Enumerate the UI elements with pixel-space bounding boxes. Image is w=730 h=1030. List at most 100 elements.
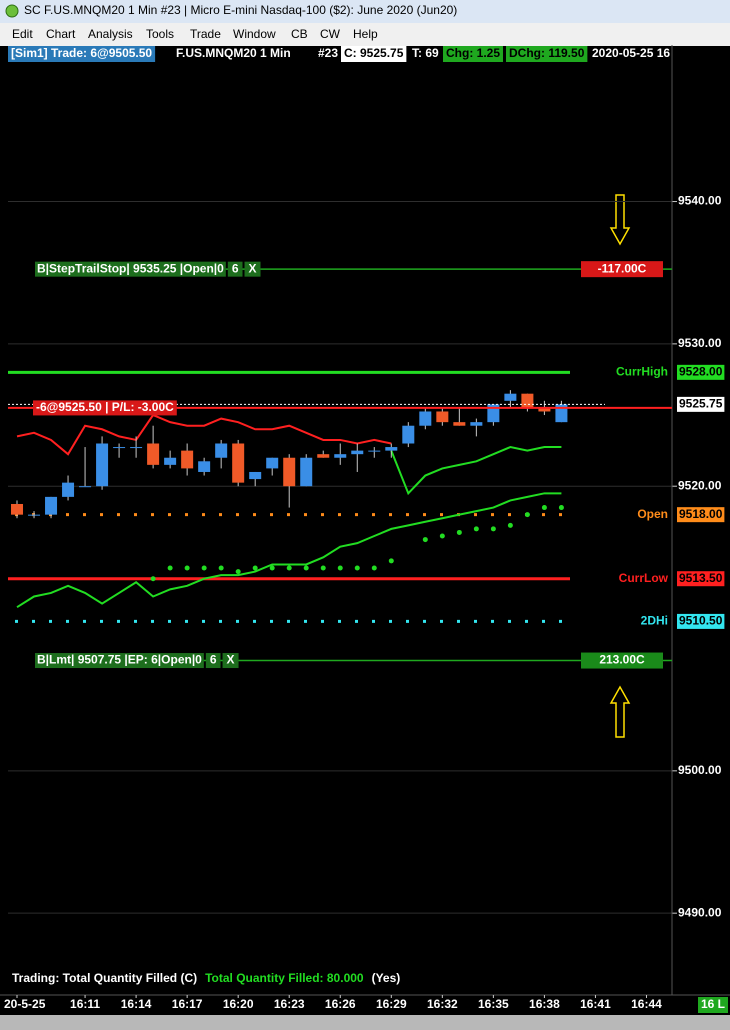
menu-bar [0, 23, 730, 46]
menu-item[interactable]: CW [320, 27, 341, 41]
status-text: (Yes) [372, 971, 401, 985]
order-qty-box [227, 261, 243, 277]
x-tick-label: 16:38 [529, 997, 560, 1011]
y-tick-label: 9520.00 [678, 478, 722, 492]
indicator-dot [490, 526, 496, 532]
menu-item[interactable]: Edit [12, 27, 33, 41]
level-value: 9518.00 [679, 507, 723, 521]
change-box [443, 46, 504, 62]
indicator-dot [507, 522, 513, 528]
order-label-box [35, 653, 204, 669]
close-price-box [341, 46, 407, 62]
candle-body [470, 422, 483, 426]
status-text: Total Quantity Filled: 80.000 [205, 971, 364, 985]
level-value: 9510.50 [679, 614, 723, 628]
indicator-dot [541, 505, 547, 511]
corner-box [698, 997, 728, 1013]
tick-count: T: 69 [412, 46, 439, 60]
candle-body [334, 454, 347, 458]
indicator-dot [286, 565, 292, 571]
x-tick-label: 16:41 [580, 997, 611, 1011]
level-value-box [677, 364, 725, 380]
x-tick-label: 16:44 [631, 997, 662, 1011]
indicator-dot [218, 565, 224, 571]
menu-item[interactable]: CB [291, 27, 308, 41]
indicator-dot [371, 565, 377, 571]
indicator-dot [439, 533, 445, 539]
indicator-dot [252, 565, 258, 571]
level-value: 9528.00 [679, 365, 723, 379]
corner-label: 16 L [701, 997, 725, 1011]
indicator-dot [354, 565, 360, 571]
candle-body [215, 443, 228, 458]
menu-item[interactable]: Window [233, 27, 276, 41]
order-label: B|StepTrailStop| 9535.25 |Open|0 [37, 261, 224, 275]
x-tick-label: 16:32 [427, 997, 458, 1011]
candle-body [164, 457, 177, 465]
candle-body [504, 393, 517, 401]
candle-body [79, 486, 92, 488]
up-arrow [609, 685, 631, 738]
x-tick-label: 20-5-25 [4, 997, 46, 1011]
position-label: -6@9525.50 | P/L: -3.00C [36, 400, 174, 414]
candle-body [385, 447, 398, 451]
indicator-dot [150, 576, 156, 582]
menu-item[interactable]: Help [353, 27, 378, 41]
candle-body [283, 457, 296, 487]
indicator-dot [235, 569, 241, 575]
x-tick-label: 16:26 [325, 997, 356, 1011]
indicator-dot [456, 529, 462, 535]
last-price-box [677, 396, 725, 412]
symbol: F.US.MNQM20 1 Min [176, 46, 291, 60]
candle-body [368, 450, 381, 452]
indicator-line [16, 492, 562, 609]
chart-area [0, 46, 730, 1030]
candle-body [28, 514, 41, 516]
level-label: CurrLow [619, 571, 669, 585]
x-tick-label: 16:29 [376, 997, 407, 1011]
datetime: 2020-05-25 16 [592, 46, 670, 60]
candle-body [96, 443, 109, 487]
menu-item[interactable]: Tools [146, 27, 174, 41]
candle-body [181, 450, 194, 469]
level-value: 9513.50 [679, 571, 723, 585]
account-trade: [Sim1] Trade: 6@9505.50 [11, 46, 152, 60]
y-tick-label: 9530.00 [678, 336, 722, 350]
order-pl-box [581, 652, 663, 669]
candle-body [113, 447, 126, 449]
indicator-dot [303, 565, 309, 571]
indicator-dot [558, 505, 564, 511]
candle-body [351, 450, 364, 455]
order-pl: -117.00C [598, 261, 647, 275]
x-tick-label: 16:20 [223, 997, 254, 1011]
indicator-dot [422, 537, 428, 543]
candle-body [521, 393, 534, 408]
candle-body [436, 411, 449, 423]
x-tick-label: 16:23 [274, 997, 305, 1011]
menu-item[interactable]: Analysis [88, 27, 133, 41]
last-price: 9525.75 [679, 397, 723, 411]
indicator-dot [320, 565, 326, 571]
x-tick-label: 16:17 [172, 997, 203, 1011]
daily-change: DChg: 119.50 [509, 46, 585, 60]
y-tick-label: 9490.00 [678, 905, 722, 919]
app-icon [5, 4, 19, 18]
level-label: CurrHigh [616, 365, 668, 379]
candle-body [45, 496, 58, 515]
change: Chg: 1.25 [446, 46, 500, 60]
candle-body [147, 443, 160, 465]
menu-item[interactable]: Trade [190, 27, 221, 41]
order-qty: 6 [210, 653, 217, 667]
daily-change-box [506, 46, 588, 62]
order-pl-box [581, 261, 663, 278]
indicator-dot [184, 565, 190, 571]
y-tick-label: 9540.00 [678, 194, 722, 208]
menu-item[interactable]: Chart [46, 27, 76, 41]
level-label: 2DHi [641, 614, 668, 628]
window-border [0, 1015, 730, 1030]
x-tick-label: 16:14 [121, 997, 152, 1011]
candle-body [317, 454, 330, 458]
status-text: Trading: Total Quantity Filled (C) [12, 971, 197, 985]
